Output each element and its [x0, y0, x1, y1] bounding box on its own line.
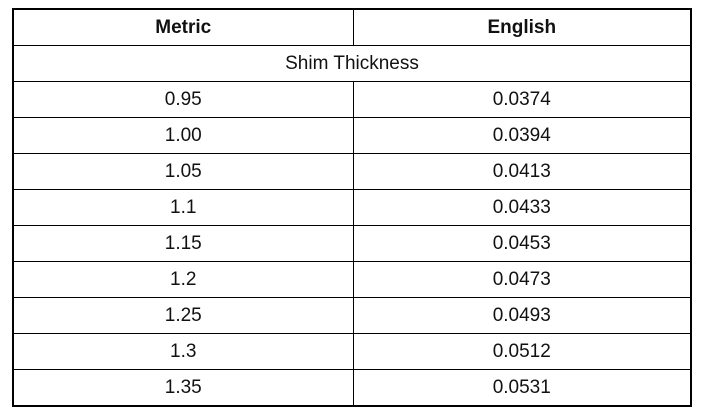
data-row: 1.3 0.0512 — [12, 333, 692, 370]
data-cell: 0.0531 — [352, 369, 692, 407]
data-cell: 0.0473 — [352, 261, 692, 298]
data-cell: 0.95 — [12, 81, 354, 118]
data-cell: 0.0433 — [352, 189, 692, 226]
data-row: 1.15 0.0453 — [12, 225, 692, 262]
data-cell: 0.0374 — [352, 81, 692, 118]
header-cell: English — [352, 8, 692, 46]
data-cell: 0.0512 — [352, 333, 692, 370]
header-cell: Metric — [12, 8, 354, 46]
data-cell: 1.25 — [12, 297, 354, 334]
data-row: 1.1 0.0433 — [12, 189, 692, 226]
data-row: 1.35 0.0531 — [12, 369, 692, 407]
section-row: Shim Thickness — [12, 45, 692, 82]
section-cell: Shim Thickness — [12, 45, 692, 82]
data-cell: 1.00 — [12, 117, 354, 154]
data-row: 0.95 0.0374 — [12, 81, 692, 118]
data-row: 1.25 0.0493 — [12, 297, 692, 334]
data-cell: 0.0413 — [352, 153, 692, 190]
header-row: Metric English — [12, 8, 692, 46]
data-cell: 1.15 — [12, 225, 354, 262]
data-cell: 0.0493 — [352, 297, 692, 334]
data-cell: 1.05 — [12, 153, 354, 190]
shim-table: Metric English Shim Thickness 0.95 0.0374… — [12, 8, 692, 407]
data-cell: 0.0453 — [352, 225, 692, 262]
data-row: 1.05 0.0413 — [12, 153, 692, 190]
data-cell: 1.3 — [12, 333, 354, 370]
data-cell: 0.0394 — [352, 117, 692, 154]
data-cell: 1.1 — [12, 189, 354, 226]
data-cell: 1.2 — [12, 261, 354, 298]
data-cell: 1.35 — [12, 369, 354, 407]
data-row: 1.00 0.0394 — [12, 117, 692, 154]
data-row: 1.2 0.0473 — [12, 261, 692, 298]
